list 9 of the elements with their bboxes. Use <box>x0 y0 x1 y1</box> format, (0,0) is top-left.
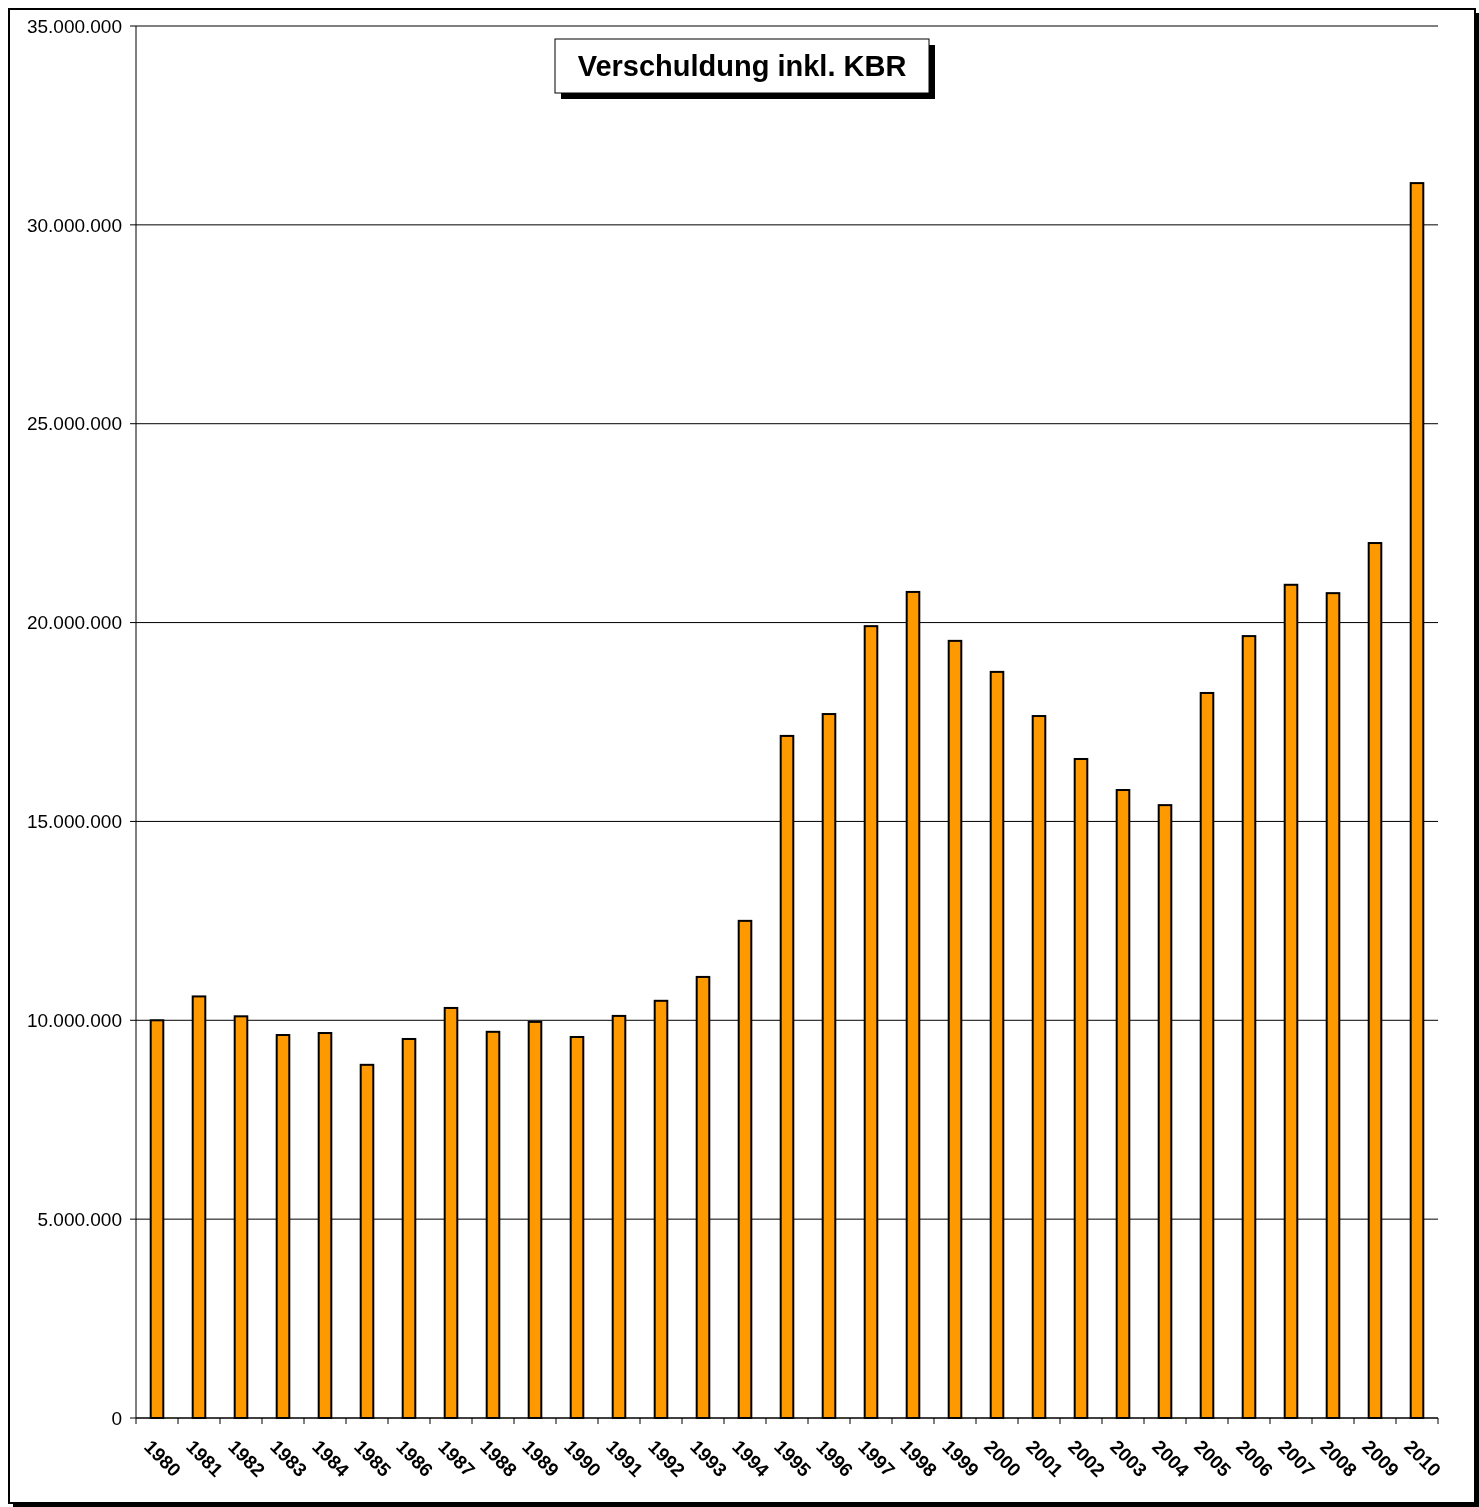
y-tick-label: 15.000.000 <box>26 811 122 833</box>
y-tick-label: 0 <box>111 1407 122 1429</box>
y-tick-label: 5.000.000 <box>37 1208 122 1230</box>
y-tick-label: 30.000.000 <box>26 214 122 236</box>
y-tick-label: 10.000.000 <box>26 1009 122 1031</box>
text: Verschuldung inkl. KBR <box>577 50 907 83</box>
y-tick-label: 25.000.000 <box>26 413 122 435</box>
y-tick-label: 35.000.000 <box>26 15 122 37</box>
y-tick-label: 20.000.000 <box>26 612 122 634</box>
